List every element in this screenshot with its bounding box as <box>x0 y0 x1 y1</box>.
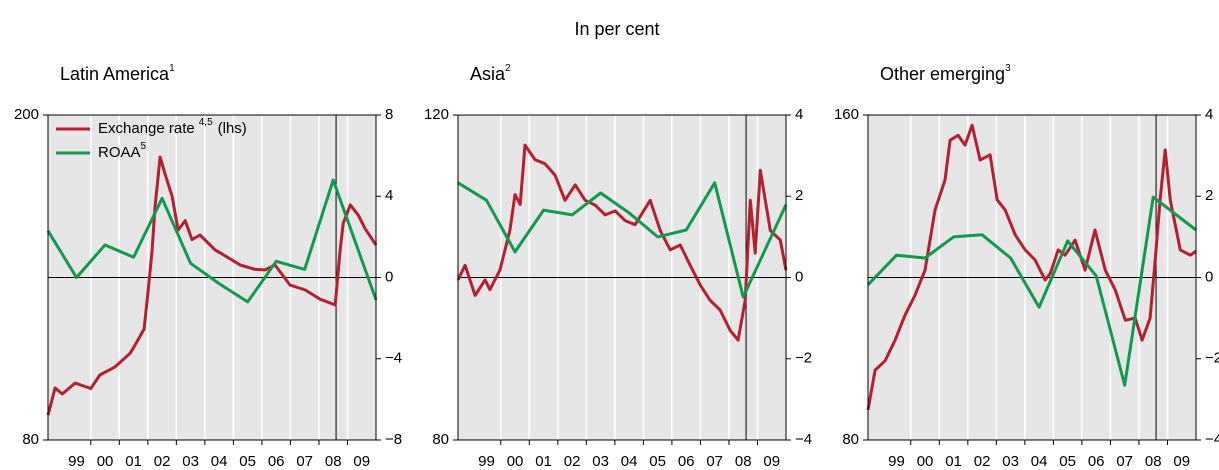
x-tick-label: 06 <box>1088 453 1105 470</box>
x-tick-label: 08 <box>325 453 342 470</box>
x-tick-label: 00 <box>917 453 934 470</box>
series-line <box>46 155 378 416</box>
x-tick-label: 99 <box>478 453 495 470</box>
x-tick-label: 09 <box>1173 453 1190 470</box>
panel-title-text: Other emerging <box>880 64 1005 84</box>
x-tick-label: 09 <box>763 453 780 470</box>
plot-frame <box>867 114 1197 441</box>
x-tick-label: 05 <box>649 453 666 470</box>
panel-title-note: 3 <box>1005 63 1011 74</box>
x-tick-label: 07 <box>296 453 313 470</box>
y-tick-label: 80 <box>22 431 39 448</box>
panel-title: Other emerging3 <box>880 63 1011 84</box>
x-tick-label: 99 <box>68 453 85 470</box>
x-tick-label: 04 <box>621 453 638 470</box>
x-tick-label: 07 <box>1116 453 1133 470</box>
x-tick-label: 08 <box>735 453 752 470</box>
panel-title-text: Latin America <box>60 64 170 84</box>
y2-tick-label: 0 <box>385 268 393 285</box>
x-tick-label: 02 <box>564 453 581 470</box>
figure-heading: In per cent <box>574 19 659 39</box>
x-tick-label: 08 <box>1145 453 1162 470</box>
legend-note: 4,5 <box>199 117 213 128</box>
plot-frame <box>47 114 377 441</box>
panel-title-text: Asia <box>470 64 506 84</box>
x-tick-label: 01 <box>945 453 962 470</box>
y2-tick-label: 4 <box>795 106 803 123</box>
legend-note: 5 <box>141 141 147 152</box>
y2-tick-label: 4 <box>1205 106 1213 123</box>
y2-tick-label: 2 <box>1205 187 1213 204</box>
x-tick-label: 03 <box>592 453 609 470</box>
legend-label: Exchange rate 4,5 (lhs) <box>98 117 247 137</box>
panel-title: Latin America1 <box>60 63 175 84</box>
x-tick-label: 02 <box>974 453 991 470</box>
y2-tick-label: −2 <box>1205 350 1219 367</box>
x-tick-label: 03 <box>1002 453 1019 470</box>
x-tick-label: 00 <box>507 453 524 470</box>
series-line <box>456 143 788 342</box>
legend-name: ROAA <box>98 144 141 161</box>
y2-tick-label: −8 <box>385 431 402 448</box>
y2-tick-label: −4 <box>795 431 812 448</box>
x-tick-label: 05 <box>1059 453 1076 470</box>
panel-title-note: 2 <box>505 63 511 74</box>
x-tick-label: 05 <box>239 453 256 470</box>
x-tick-label: 04 <box>211 453 228 470</box>
series-line <box>457 181 788 299</box>
y2-tick-label: −4 <box>1205 431 1219 448</box>
y2-tick-label: 4 <box>385 187 393 204</box>
plot-frame <box>457 114 787 441</box>
y2-tick-label: 2 <box>795 187 803 204</box>
y-tick-label: 80 <box>432 431 449 448</box>
x-tick-label: 01 <box>125 453 142 470</box>
y2-tick-label: 8 <box>385 106 393 123</box>
y2-tick-label: 0 <box>795 268 803 285</box>
x-tick-label: 04 <box>1031 453 1048 470</box>
series-line <box>866 195 1197 387</box>
legend-name: Exchange rate <box>98 120 195 137</box>
x-tick-label: 01 <box>535 453 552 470</box>
y2-tick-label: −2 <box>795 350 812 367</box>
y-tick-label: 200 <box>14 106 39 123</box>
series-line <box>866 123 1197 411</box>
legend-label: ROAA5 <box>98 141 147 161</box>
y-tick-label: 160 <box>834 106 859 123</box>
legend-axis: (lhs) <box>218 120 247 137</box>
x-tick-label: 06 <box>678 453 695 470</box>
x-tick-label: 02 <box>154 453 171 470</box>
y2-tick-label: −4 <box>385 350 402 367</box>
series-line <box>46 178 378 304</box>
x-tick-label: 00 <box>97 453 114 470</box>
panel-title: Asia2 <box>470 63 511 84</box>
y-tick-label: 120 <box>424 106 449 123</box>
x-tick-label: 06 <box>268 453 285 470</box>
x-tick-label: 09 <box>353 453 370 470</box>
y2-tick-label: 0 <box>1205 268 1213 285</box>
x-tick-label: 99 <box>888 453 905 470</box>
x-tick-label: 07 <box>706 453 723 470</box>
panel-title-note: 1 <box>169 63 175 74</box>
x-tick-label: 03 <box>182 453 199 470</box>
y-tick-label: 80 <box>842 431 859 448</box>
